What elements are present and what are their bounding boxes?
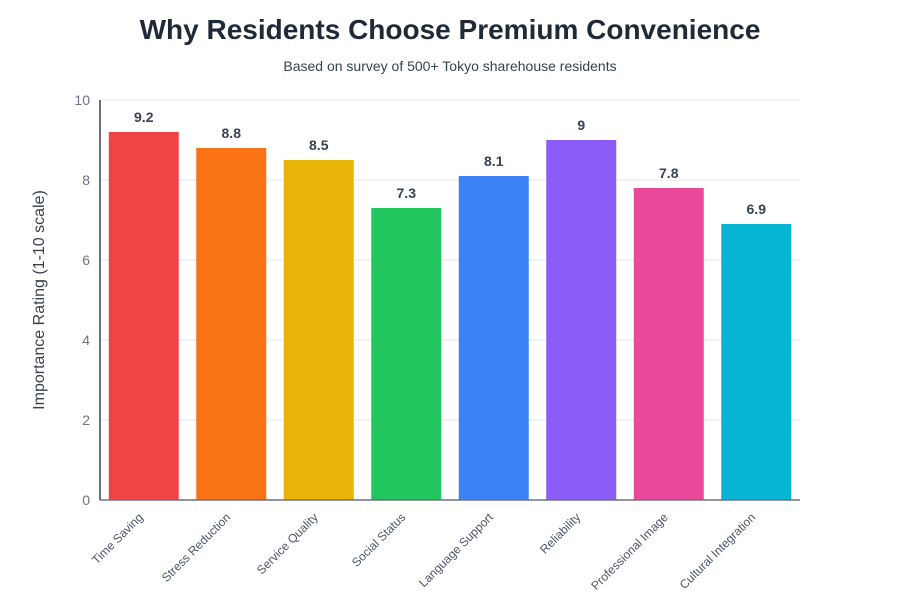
data-label: 8.8 <box>222 125 242 141</box>
x-tick-label: Service Quality <box>254 510 321 577</box>
data-label: 8.5 <box>309 137 329 153</box>
x-tick-label: Stress Reduction <box>159 510 234 585</box>
data-label: 9 <box>577 117 585 133</box>
y-tick-label: 0 <box>82 492 90 508</box>
bar <box>458 176 529 500</box>
y-tick-label: 6 <box>82 252 90 268</box>
y-tick-label: 2 <box>82 412 90 428</box>
data-label: 8.1 <box>484 153 504 169</box>
x-tick-label: Reliability <box>537 510 583 556</box>
data-label: 7.3 <box>397 185 417 201</box>
chart-subtitle: Based on survey of 500+ Tokyo sharehouse… <box>283 58 617 74</box>
bar <box>108 132 179 500</box>
x-tick-label: Cultural Integration <box>677 510 759 592</box>
bar <box>546 140 617 500</box>
data-label: 7.8 <box>659 165 679 181</box>
y-tick-label: 8 <box>82 172 90 188</box>
x-tick-label: Social Status <box>349 510 408 569</box>
x-tick-label: Professional Image <box>588 510 671 593</box>
x-tick-label: Language Support <box>416 510 496 590</box>
y-tick-label: 4 <box>82 332 90 348</box>
bar <box>196 148 267 500</box>
data-label: 9.2 <box>134 109 154 125</box>
bar <box>371 208 442 500</box>
y-axis-label: Importance Rating (1-10 scale) <box>31 190 48 410</box>
chart-title: Why Residents Choose Premium Convenience <box>139 14 761 45</box>
y-tick-label: 10 <box>74 92 90 108</box>
x-tick-label: Time Saving <box>89 510 146 567</box>
data-label: 6.9 <box>747 201 767 217</box>
bar <box>633 188 704 500</box>
bar <box>721 224 792 500</box>
bar <box>283 160 354 500</box>
